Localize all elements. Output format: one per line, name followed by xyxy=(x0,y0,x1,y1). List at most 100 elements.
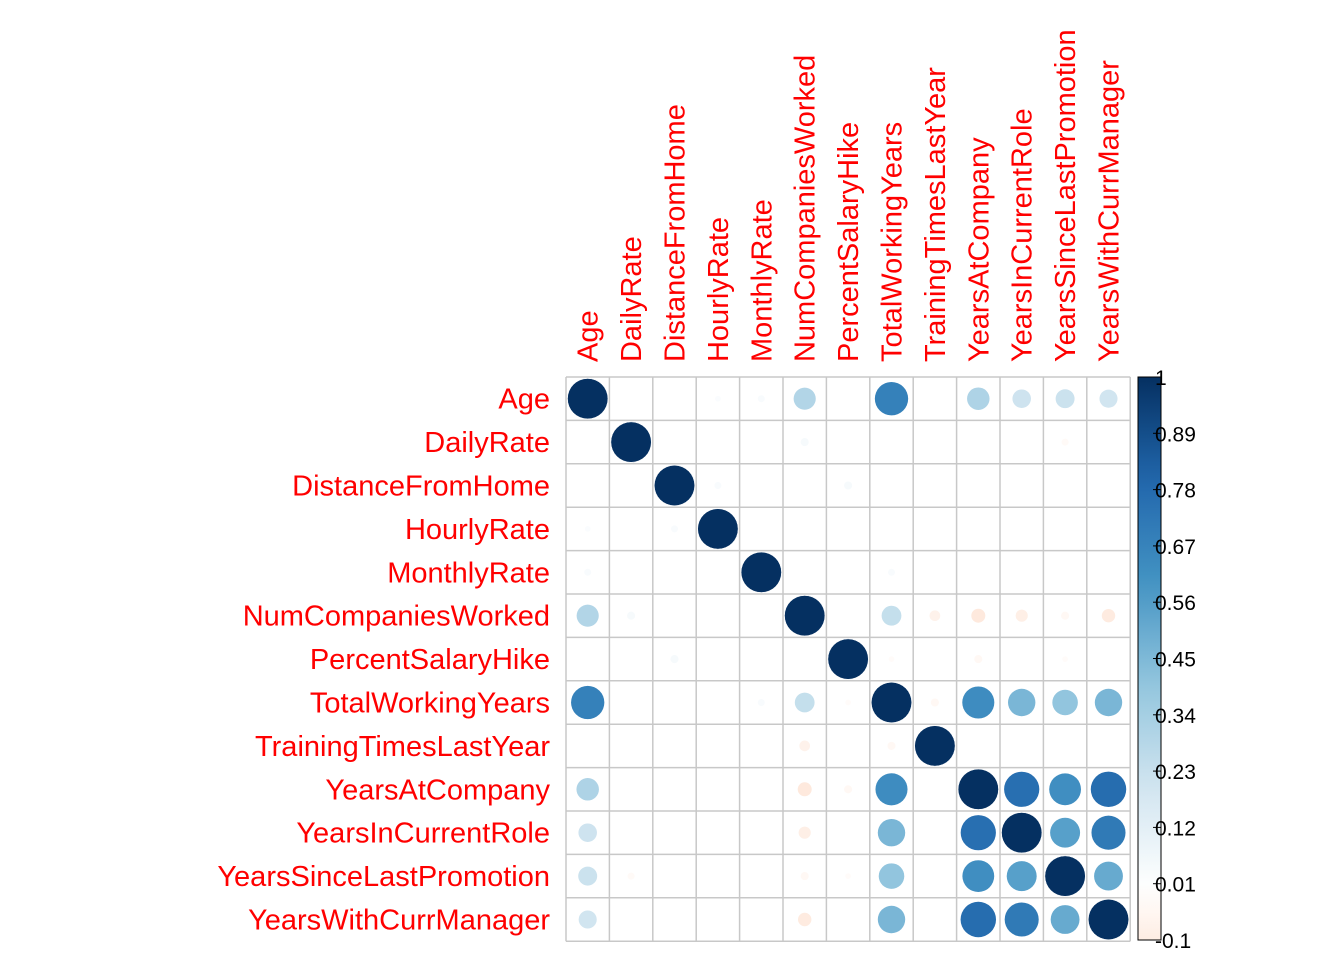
corr-circle-TotalWorkingYears-YearsAtCompany xyxy=(962,686,995,719)
corr-circle-YearsAtCompany-PercentSalaryHike xyxy=(844,785,853,794)
corr-circle-DailyRate-NumCompaniesWorked xyxy=(800,438,809,447)
corr-circle-PercentSalaryHike-TotalWorkingYears xyxy=(888,656,895,662)
corr-circle-YearsWithCurrManager-YearsSinceLastPromotion xyxy=(1050,905,1080,934)
corr-circle-DailyRate-YearsSinceLastPromotion xyxy=(1061,438,1069,446)
row-label: TrainingTimesLastYear xyxy=(255,731,550,763)
row-label: TotalWorkingYears xyxy=(310,688,550,720)
corr-circle-TotalWorkingYears-YearsWithCurrManager xyxy=(1094,688,1123,717)
colorbar-tick-label: 0.89 xyxy=(1155,423,1196,446)
row-label: MonthlyRate xyxy=(387,557,550,589)
corr-circle-HourlyRate-HourlyRate xyxy=(697,508,739,550)
column-label: DistanceFromHome xyxy=(660,104,692,362)
row-label: PercentSalaryHike xyxy=(310,644,550,676)
corr-circle-PercentSalaryHike-DistanceFromHome xyxy=(670,655,679,664)
corr-circle-Age-YearsInCurrentRole xyxy=(1012,389,1031,408)
corr-circle-TotalWorkingYears-TotalWorkingYears xyxy=(871,682,912,723)
column-label: Age xyxy=(573,310,605,362)
column-label: DailyRate xyxy=(616,236,648,362)
corr-circle-YearsWithCurrManager-YearsInCurrentRole xyxy=(1004,902,1039,937)
row-label: NumCompaniesWorked xyxy=(243,601,550,633)
corr-circle-TotalWorkingYears-YearsInCurrentRole xyxy=(1007,688,1036,717)
corr-circle-NumCompaniesWorked-YearsSinceLastPromotion xyxy=(1061,611,1070,620)
corr-circle-MonthlyRate-TotalWorkingYears xyxy=(888,568,895,576)
corr-circle-YearsAtCompany-YearsWithCurrManager xyxy=(1090,771,1127,808)
row-label: HourlyRate xyxy=(405,514,550,546)
corr-circle-TrainingTimesLastYear-TotalWorkingYears xyxy=(887,741,896,750)
corr-circle-YearsWithCurrManager-YearsAtCompany xyxy=(960,901,997,938)
corr-circle-TotalWorkingYears-TrainingTimesLastYear xyxy=(930,698,939,707)
row-label: Age xyxy=(498,384,550,416)
column-label: YearsWithCurrManager xyxy=(1094,60,1126,362)
corr-circle-YearsSinceLastPromotion-YearsWithCurrManager xyxy=(1094,861,1123,891)
column-labels: Age DailyRate DistanceFromHome HourlyRate Mo… xyxy=(573,29,1126,362)
row-label: YearsInCurrentRole xyxy=(296,818,550,850)
colorbar: 1 0.89 0.78 0.67 0.56 0.45 0.34 0.23 0.12 0.01 -0.… xyxy=(1137,367,1196,953)
corr-circle-TotalWorkingYears-MonthlyRate xyxy=(757,699,765,706)
colorbar-tick-label: -0.1 xyxy=(1155,930,1191,953)
corr-circle-TotalWorkingYears-NumCompaniesWorked xyxy=(794,692,815,713)
corr-circle-YearsInCurrentRole-YearsAtCompany xyxy=(960,815,996,851)
corr-circle-YearsAtCompany-NumCompaniesWorked xyxy=(797,782,812,797)
corr-circle-PercentSalaryHike-YearsAtCompany xyxy=(974,655,983,664)
column-label: HourlyRate xyxy=(703,217,735,362)
corr-circle-YearsSinceLastPromotion-TotalWorkingYears xyxy=(878,863,905,889)
corr-circle-MonthlyRate-Age xyxy=(584,568,592,576)
column-label: MonthlyRate xyxy=(746,199,778,362)
row-label: YearsAtCompany xyxy=(325,774,550,806)
corr-circle-Age-MonthlyRate xyxy=(757,395,765,403)
corr-circle-DistanceFromHome-DistanceFromHome xyxy=(654,465,695,506)
colorbar-tick-label: 0.01 xyxy=(1155,874,1196,897)
corr-circle-TotalWorkingYears-YearsSinceLastPromotion xyxy=(1052,689,1078,716)
corr-circle-YearsSinceLastPromotion-DailyRate xyxy=(627,872,635,880)
corr-circle-YearsSinceLastPromotion-YearsSinceLastPromotion xyxy=(1044,855,1086,897)
corr-circle-DistanceFromHome-HourlyRate xyxy=(714,482,722,489)
corr-circle-YearsAtCompany-YearsAtCompany xyxy=(957,768,999,810)
corr-circle-NumCompaniesWorked-DailyRate xyxy=(627,611,636,620)
column-label: NumCompaniesWorked xyxy=(790,55,822,362)
corr-circle-Age-HourlyRate xyxy=(715,395,721,402)
corr-circle-Age-YearsAtCompany xyxy=(967,387,990,410)
corr-circle-NumCompaniesWorked-NumCompaniesWorked xyxy=(784,595,826,637)
colorbar-tick-label: 0.34 xyxy=(1155,705,1196,728)
corr-circle-Age-YearsWithCurrManager xyxy=(1099,389,1118,408)
row-label: YearsWithCurrManager xyxy=(248,905,550,937)
corr-circle-TotalWorkingYears-Age xyxy=(571,685,605,720)
corr-circle-Age-NumCompaniesWorked xyxy=(793,387,816,410)
grid-lines xyxy=(565,376,1131,942)
corr-circle-YearsSinceLastPromotion-Age xyxy=(578,866,598,886)
colorbar-tick-label: 0.23 xyxy=(1155,761,1196,784)
column-label: PercentSalaryHike xyxy=(833,122,865,362)
corr-circle-Age-TotalWorkingYears xyxy=(874,382,909,416)
corr-circle-YearsAtCompany-Age xyxy=(576,778,599,801)
corr-circle-Age-YearsSinceLastPromotion xyxy=(1055,389,1075,409)
row-labels: Age DailyRate DistanceFromHome HourlyRate Mo… xyxy=(217,384,550,937)
row-label: YearsSinceLastPromotion xyxy=(217,861,550,893)
colorbar-tick-label: 0.45 xyxy=(1155,649,1196,672)
corr-circle-YearsWithCurrManager-YearsWithCurrManager xyxy=(1088,899,1129,940)
row-label: DailyRate xyxy=(424,427,550,459)
corr-circle-HourlyRate-DistanceFromHome xyxy=(671,525,678,533)
corr-circle-YearsWithCurrManager-NumCompaniesWorked xyxy=(798,912,812,927)
correlation-circles xyxy=(567,378,1129,940)
colorbar-tick-label: 0.78 xyxy=(1155,480,1196,503)
column-label: YearsSinceLastPromotion xyxy=(1050,29,1082,362)
corr-circle-TrainingTimesLastYear-TrainingTimesLastYear xyxy=(914,725,956,767)
corr-circle-YearsAtCompany-YearsInCurrentRole xyxy=(1004,771,1040,807)
colorbar-tick-label: 0.56 xyxy=(1155,592,1196,615)
corr-circle-DistanceFromHome-PercentSalaryHike xyxy=(844,481,853,490)
corr-circle-NumCompaniesWorked-YearsInCurrentRole xyxy=(1015,609,1028,622)
corr-circle-YearsWithCurrManager-TotalWorkingYears xyxy=(877,905,906,934)
colorbar-tick-label: 0.67 xyxy=(1155,536,1196,559)
column-label: YearsInCurrentRole xyxy=(1007,108,1039,362)
corr-circle-YearsSinceLastPromotion-YearsAtCompany xyxy=(962,860,995,893)
corr-circle-YearsInCurrentRole-NumCompaniesWorked xyxy=(798,826,811,839)
corr-circle-NumCompaniesWorked-TotalWorkingYears xyxy=(881,605,902,626)
corr-circle-YearsSinceLastPromotion-NumCompaniesWorked xyxy=(800,872,809,881)
corr-circle-PercentSalaryHike-YearsSinceLastPromotion xyxy=(1062,656,1068,662)
row-label: DistanceFromHome xyxy=(292,471,550,503)
corr-circle-YearsAtCompany-TotalWorkingYears xyxy=(875,773,908,806)
corr-circle-YearsInCurrentRole-YearsWithCurrManager xyxy=(1091,815,1126,850)
corr-circle-NumCompaniesWorked-TrainingTimesLastYear xyxy=(929,610,941,622)
corr-circle-NumCompaniesWorked-Age xyxy=(576,604,599,627)
